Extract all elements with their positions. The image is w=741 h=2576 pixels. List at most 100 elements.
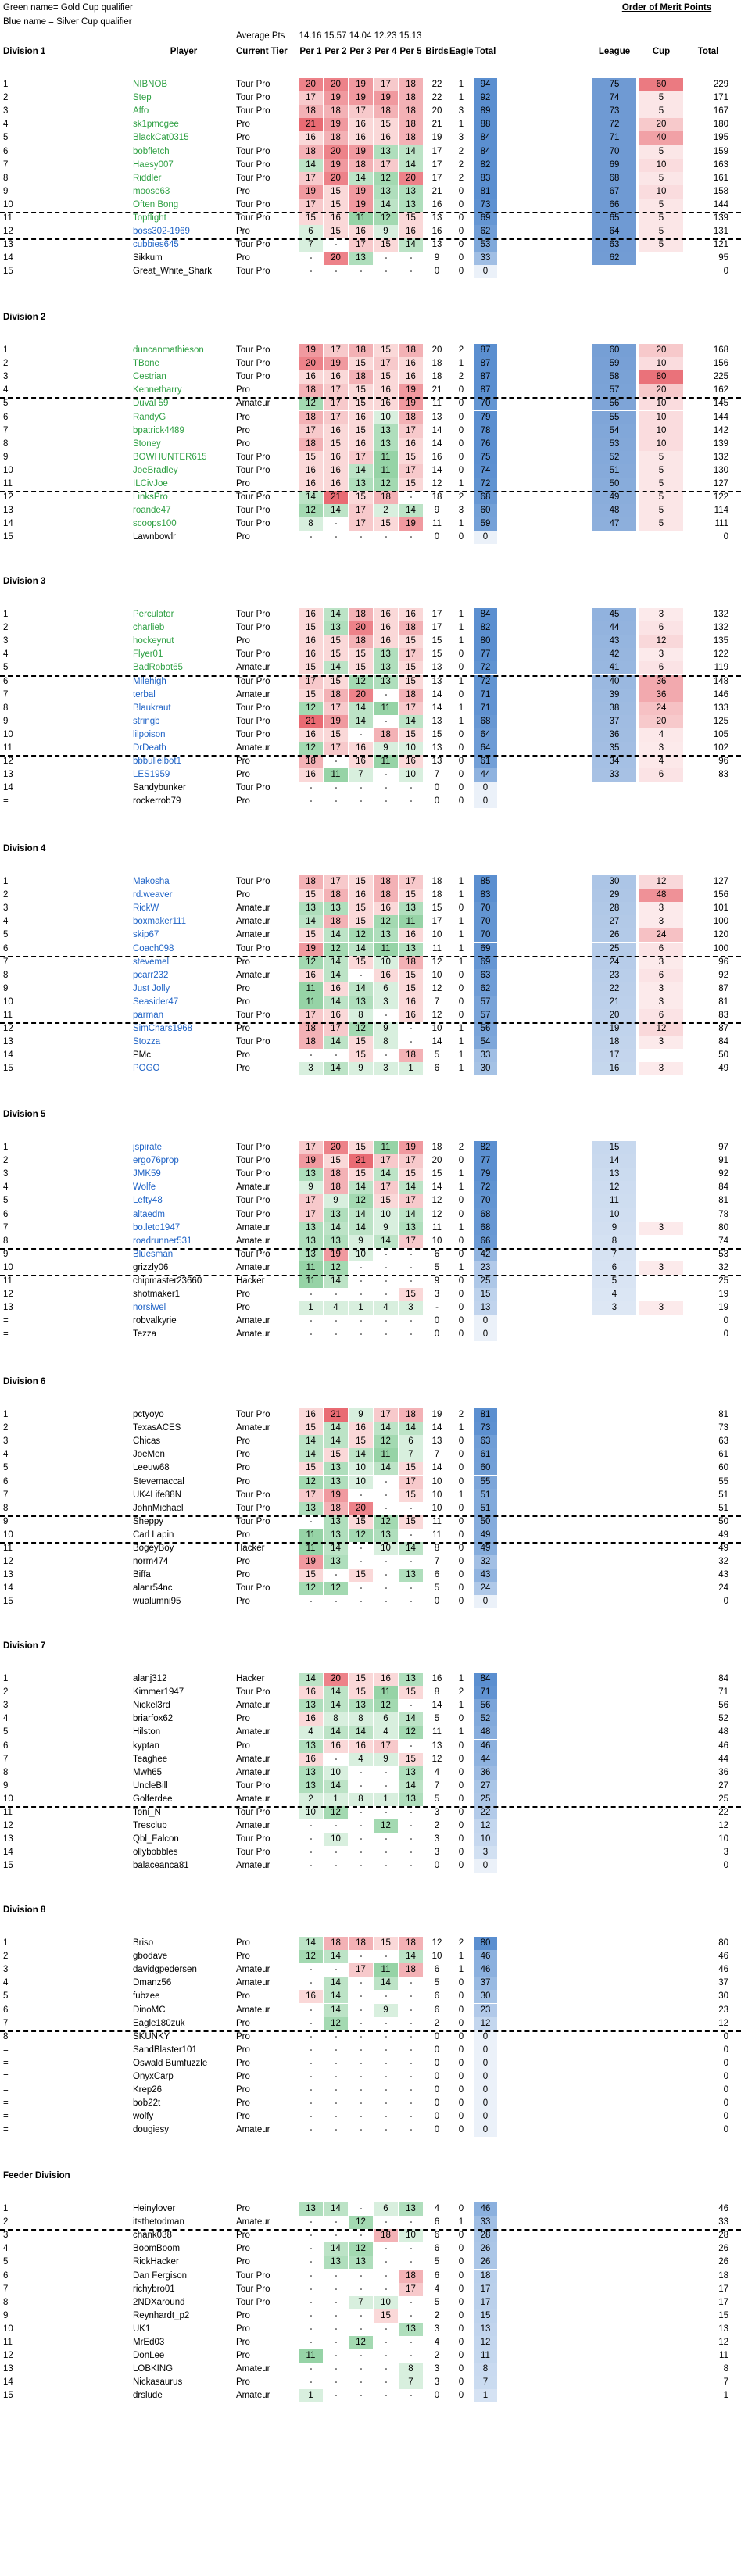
rank: 6: [3, 147, 9, 156]
player-name: Perculator: [133, 610, 174, 619]
period-2-score: 18: [324, 1502, 348, 1515]
birds: 22: [431, 80, 442, 89]
player-name: MrEd03: [133, 2338, 165, 2347]
player-name: Blaukraut: [133, 703, 171, 713]
table-row: 6 RandyG Pro 18 17 16 10 18 13 0 79 55 10 144: [0, 411, 741, 424]
period-5-score: 15: [399, 1288, 423, 1301]
period-1-score: -: [309, 2377, 313, 2387]
cup-points: 5: [639, 145, 683, 159]
total: 0: [474, 2070, 497, 2084]
player-name: balaceanca81: [133, 1861, 189, 1870]
period-3-score: 17: [349, 105, 373, 118]
period-5-score: -: [409, 1024, 413, 1033]
eagles: 1: [458, 1024, 464, 1033]
merit-total: 0: [723, 267, 728, 276]
period-4-score: 13: [374, 185, 398, 199]
player-name: robvalkyrie: [133, 1316, 177, 1326]
period-1-score: -: [309, 2271, 313, 2281]
period-2-score: 4: [324, 1301, 348, 1315]
period-3-score: 15: [349, 397, 373, 410]
period-2-score: -: [334, 2377, 338, 2387]
birds: 6: [434, 1965, 440, 1974]
period-3-score: 10: [349, 1462, 373, 1475]
period-3-score: -: [359, 2032, 363, 2041]
eagles: 0: [458, 1450, 464, 1459]
period-4-score: -: [384, 770, 388, 779]
period-2-score: 14: [324, 504, 348, 517]
period-5-score: 18: [399, 344, 423, 357]
table-row: 15 POGO Pro 3 14 9 3 1 6 1 30 16 3 49: [0, 1062, 741, 1075]
birds: 6: [434, 1064, 440, 1073]
player-name: Makosha: [133, 877, 170, 886]
table-row: 2 charlieb Tour Pro 15 13 20 16 18 17 1 82 44 6 132: [0, 621, 741, 635]
period-5-score: 15: [399, 728, 423, 742]
rank: 3: [3, 903, 9, 913]
league-points: [592, 1753, 636, 1766]
period-5-score: 14: [399, 504, 423, 517]
player-name: chipmaster23660: [133, 1276, 202, 1286]
eagles: 1: [458, 359, 464, 368]
period-1-score: -: [309, 2257, 313, 2267]
eagles: 0: [458, 1517, 464, 1526]
period-2-score: 14: [324, 2202, 348, 2216]
period-2-score: 15: [324, 635, 348, 648]
player-tier: Tour Pro: [236, 1210, 270, 1219]
birds: 11: [432, 519, 442, 528]
period-3-score: 15: [349, 902, 373, 915]
rank: 13: [3, 1834, 13, 1844]
period-1-score: 13: [299, 1235, 323, 1248]
period-4-score: 9: [374, 2004, 398, 2017]
period-2-score: 19: [324, 1248, 348, 1261]
eagles: 1: [458, 1037, 464, 1046]
player-tier: Pro: [236, 1050, 250, 1060]
eagles: 1: [458, 677, 464, 686]
merit-total: 15: [718, 2311, 728, 2320]
cup-points: 20: [639, 344, 683, 357]
rank: 15: [3, 1861, 13, 1870]
table-row: 13 LOBKING Amateur - - - -8 3 0 8 8: [0, 2363, 741, 2376]
gold-note: Green name= Gold Cup qualifier: [3, 3, 133, 13]
merit-total: 144: [713, 200, 728, 209]
merit-total: 100: [713, 944, 728, 953]
total: 23: [474, 1261, 497, 1275]
cutoff-line: [0, 2229, 741, 2231]
rank: 9: [3, 453, 9, 462]
eagles: 1: [458, 917, 464, 926]
period-4-score: 10: [374, 956, 398, 969]
birds: 5: [434, 1714, 440, 1723]
merit-total: 130: [713, 466, 728, 475]
period-1-score: 17: [299, 1208, 323, 1222]
period-1-score: 3: [299, 1062, 323, 1075]
cup-points: 3: [639, 996, 683, 1009]
merit-total: 97: [718, 1143, 728, 1152]
period-5-score: -: [409, 2112, 413, 2121]
period-5-score: -: [409, 1263, 413, 1272]
merit-total: 0: [723, 2059, 728, 2068]
table-row: 5 Leeuw68 Pro 15 13 10 14 15 14 0 60 60: [0, 1462, 741, 1475]
total: 79: [474, 1168, 497, 1181]
player-tier: Amateur: [236, 2364, 270, 2374]
cup-points: 12: [639, 875, 683, 889]
cup-points: [639, 1950, 683, 1963]
player-tier: Hacker: [236, 1674, 265, 1683]
table-row: 14 Sikkum Pro -20 13- -9 0 33 62 95: [0, 252, 741, 265]
rank: 15: [3, 2391, 13, 2400]
division-header: Division 8: [0, 1904, 741, 1917]
period-3-score: 16: [349, 755, 373, 768]
period-2-score: -: [334, 2284, 338, 2294]
merit-total: 0: [723, 1597, 728, 1606]
period-2-score: 21: [324, 491, 348, 504]
period-5-score: 6: [399, 1435, 423, 1448]
eagles: 1: [458, 479, 464, 488]
league-points: [592, 265, 636, 278]
period-2-score: 14: [324, 969, 348, 982]
period-3-score: 13: [349, 2256, 373, 2269]
cup-points: [639, 1502, 683, 1515]
period-1-score: 12: [299, 1950, 323, 1963]
period-2-score: 14: [324, 608, 348, 621]
league-points: 67: [592, 185, 636, 199]
period-1-score: 16: [299, 1712, 323, 1726]
period-1-score: 14: [299, 1448, 323, 1462]
player-tier: Hacker: [236, 1544, 265, 1553]
rank: 9: [3, 187, 9, 196]
